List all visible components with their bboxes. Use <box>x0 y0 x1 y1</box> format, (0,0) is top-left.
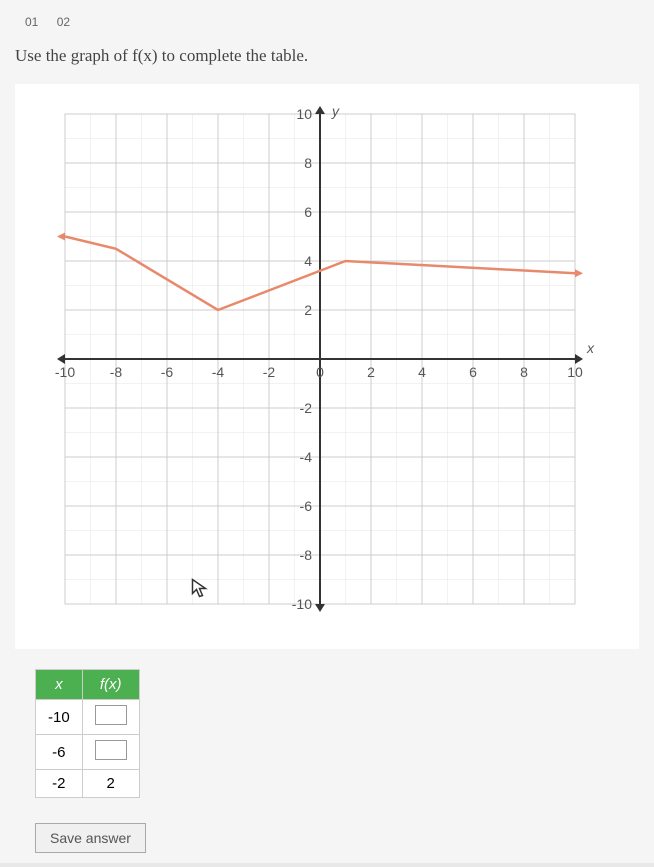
svg-text:-10: -10 <box>55 364 75 380</box>
table-row: -6 <box>36 735 140 770</box>
svg-text:-2: -2 <box>263 364 276 380</box>
svg-text:-8: -8 <box>110 364 123 380</box>
nav-q1[interactable]: 01 <box>25 15 38 29</box>
answer-input[interactable] <box>95 705 127 725</box>
svg-text:4: 4 <box>304 253 312 269</box>
table-row: -22 <box>36 770 140 798</box>
svg-text:-4: -4 <box>300 449 313 465</box>
svg-text:-6: -6 <box>300 498 313 514</box>
svg-text:4: 4 <box>418 364 426 380</box>
answer-table-area: xf(x) -10-6-22 <box>35 669 639 798</box>
svg-text:-10: -10 <box>292 596 312 612</box>
table-row: -10 <box>36 700 140 735</box>
svg-text:8: 8 <box>520 364 528 380</box>
cell-fx: 2 <box>82 770 139 798</box>
svg-text:0: 0 <box>316 364 324 380</box>
svg-text:6: 6 <box>304 204 312 220</box>
question-nav: 01 02 <box>15 10 639 34</box>
cell-fx[interactable] <box>82 700 139 735</box>
svg-text:-8: -8 <box>300 547 313 563</box>
svg-text:2: 2 <box>367 364 375 380</box>
svg-text:10: 10 <box>296 106 312 122</box>
save-answer-button[interactable]: Save answer <box>35 823 146 853</box>
question-text: Use the graph of f(x) to complete the ta… <box>15 46 639 66</box>
svg-text:-4: -4 <box>212 364 225 380</box>
svg-text:6: 6 <box>469 364 477 380</box>
col-header-x: x <box>36 670 83 700</box>
nav-q2[interactable]: 02 <box>57 15 70 29</box>
svg-text:8: 8 <box>304 155 312 171</box>
cell-x: -10 <box>36 700 83 735</box>
answer-table: xf(x) -10-6-22 <box>35 669 140 798</box>
col-header-fx: f(x) <box>82 670 139 700</box>
answer-input[interactable] <box>95 740 127 760</box>
svg-text:-6: -6 <box>161 364 174 380</box>
svg-text:2: 2 <box>304 302 312 318</box>
svg-text:10: 10 <box>567 364 583 380</box>
cell-x: -6 <box>36 735 83 770</box>
cell-fx[interactable] <box>82 735 139 770</box>
cell-x: -2 <box>36 770 83 798</box>
svg-text:x: x <box>586 340 595 356</box>
svg-text:-2: -2 <box>300 400 313 416</box>
function-graph: -10 -8 -6 -4 -2 0 2 4 6 8 10 -10 -8 -6 -4 -2 2 4 6 8 10 y x <box>15 84 639 649</box>
svg-text:y: y <box>331 103 340 119</box>
